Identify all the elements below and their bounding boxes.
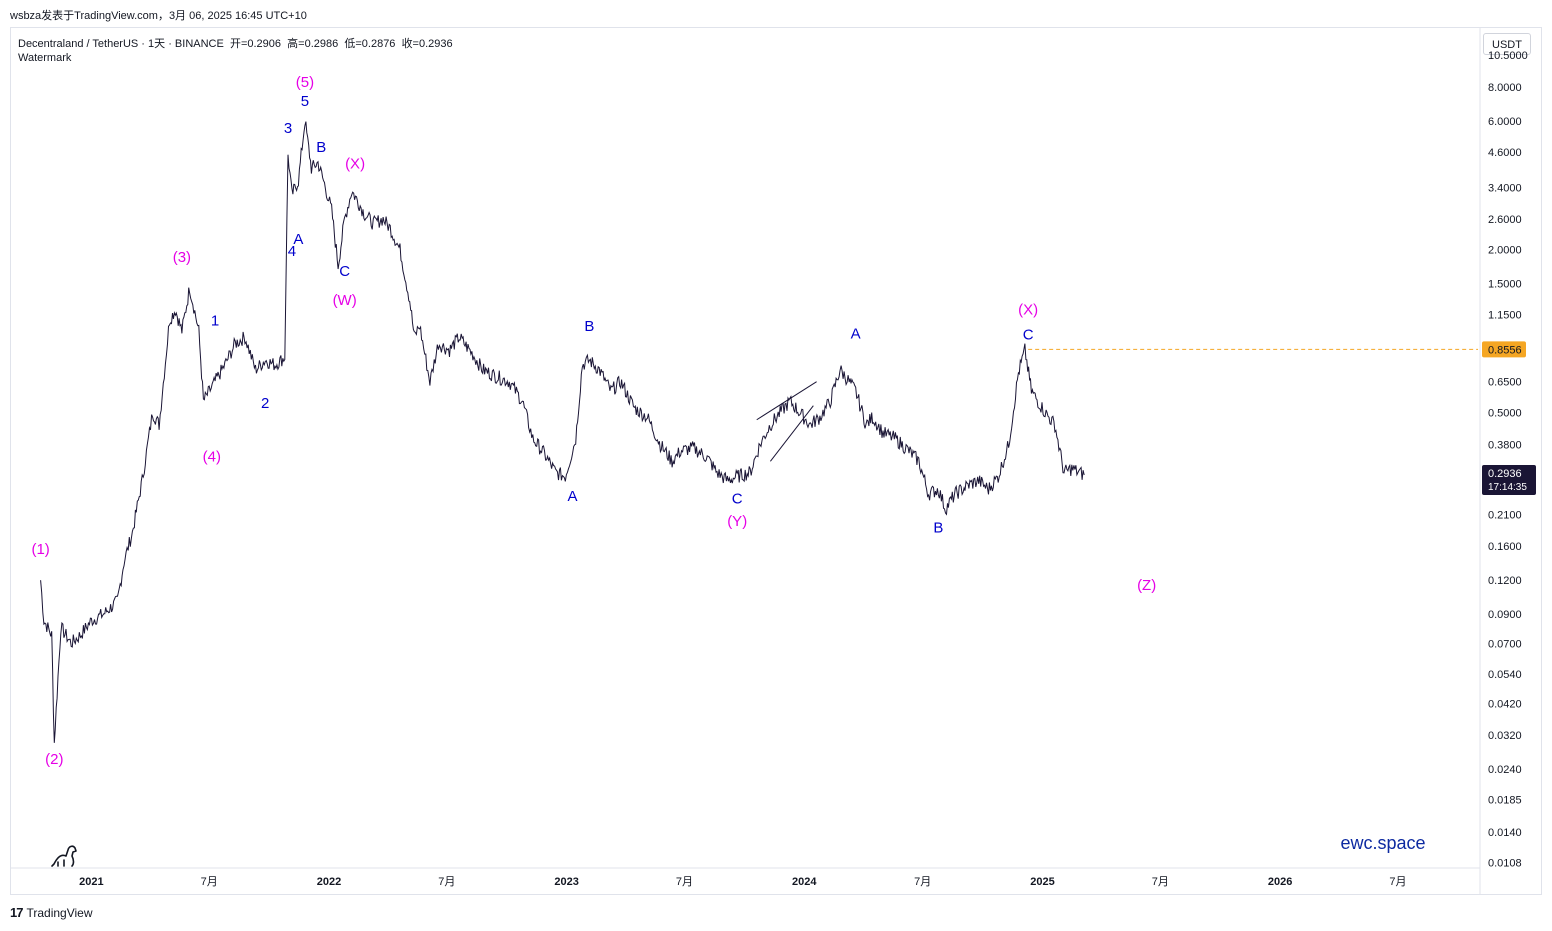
price-tick-label: 0.0140 <box>1488 827 1522 839</box>
dino-icon[interactable] <box>51 845 77 867</box>
wave-label[interactable]: 5 <box>301 93 309 110</box>
wave-label[interactable]: (5) <box>296 74 314 91</box>
price-tick-label: 0.5000 <box>1488 407 1522 419</box>
time-tick-label: 2024 <box>792 876 817 888</box>
time-tick-label: 7月 <box>676 876 693 888</box>
wedge-upper-line[interactable] <box>756 381 817 421</box>
last-price-badge <box>1482 464 1536 495</box>
wave-label[interactable]: (Z) <box>1137 577 1156 594</box>
wave-label[interactable]: (W) <box>333 292 357 309</box>
level-price-text: 0.8556 <box>1488 344 1522 356</box>
watermark-label: Watermark <box>18 52 72 64</box>
wave-label[interactable]: C <box>1023 327 1034 344</box>
time-tick-label: 2022 <box>317 876 341 888</box>
tradingview-logo-icon: 17 <box>10 905 24 920</box>
wave-label[interactable]: (2) <box>45 751 63 768</box>
time-axis[interactable]: 2021 7月 2022 7月 2023 7月 2024 7月 2025 7月 2026 7月 <box>79 876 1406 888</box>
wave-label[interactable]: 3 <box>284 120 292 137</box>
price-tick-label: 0.0240 <box>1488 764 1522 776</box>
price-tick-label: 1.5000 <box>1488 279 1522 291</box>
price-line <box>40 121 1085 743</box>
time-tick-label: 7月 <box>914 876 931 888</box>
price-tick-label: 0.3800 <box>1488 440 1522 452</box>
symbol-info: Decentraland / TetherUS · 1天 · BINANCE 开… <box>18 35 453 51</box>
time-tick-label: 7月 <box>438 876 455 888</box>
ohlc-high: 高=0.2986 <box>287 38 339 50</box>
wave-label[interactable]: (4) <box>203 448 221 465</box>
time-tick-label: 7月 <box>201 876 218 888</box>
ohlc-open: 开=0.2906 <box>229 38 282 50</box>
time-tick-label: 2026 <box>1268 876 1292 888</box>
price-tick-label: 0.0900 <box>1488 609 1522 621</box>
wave-label[interactable]: B <box>933 519 943 536</box>
countdown-text: 17:14:35 <box>1488 482 1527 493</box>
wave-label[interactable]: B <box>584 318 594 335</box>
price-tick-label: 0.2100 <box>1488 509 1522 521</box>
wedge-drawing[interactable] <box>756 381 817 462</box>
price-tick-label: 0.0108 <box>1488 858 1522 870</box>
price-tick-label: 0.1200 <box>1488 575 1522 587</box>
wave-label[interactable]: A <box>851 325 861 342</box>
price-tick-label: 0.1600 <box>1488 541 1522 553</box>
time-tick-label: 2021 <box>79 876 103 888</box>
price-tick-label: 4.6000 <box>1488 147 1522 159</box>
ohlc-close: 收=0.2936 <box>401 38 453 50</box>
wave-label[interactable]: (X) <box>345 155 365 172</box>
price-tick-label: 1.1500 <box>1488 310 1522 322</box>
wave-label[interactable]: (1) <box>31 541 49 558</box>
price-tick-label: 0.6500 <box>1488 377 1522 389</box>
wave-label[interactable]: 2 <box>261 395 269 412</box>
price-tick-label: 0.0185 <box>1488 795 1522 807</box>
price-axis[interactable]: 10.5000 8.0000 6.0000 4.6000 3.4000 2.6000 2.0… <box>1488 50 1528 870</box>
price-tick-label: 3.4000 <box>1488 182 1522 194</box>
time-tick-label: 2023 <box>554 876 578 888</box>
price-tick-label: 0.0700 <box>1488 638 1522 650</box>
price-tick-label: 8.0000 <box>1488 82 1522 94</box>
ohlc-low: 低=0.2876 <box>344 38 396 50</box>
wave-label[interactable]: 4 <box>288 243 296 260</box>
price-tick-label: 2.0000 <box>1488 245 1522 257</box>
currency-selector[interactable]: USDT <box>1483 33 1531 55</box>
time-tick-label: 2025 <box>1030 876 1054 888</box>
wave-label[interactable]: A <box>567 488 577 505</box>
price-tick-label: 0.0320 <box>1488 730 1522 742</box>
last-price-text: 0.2936 <box>1488 468 1522 480</box>
price-tick-label: 6.0000 <box>1488 116 1522 128</box>
level-price-badge <box>1482 341 1526 358</box>
wave-label[interactable]: A <box>293 231 303 248</box>
site-watermark: ewc.space <box>1340 833 1425 853</box>
publish-header: wsbza发表于TradingView.com，3月 06, 2025 16:4… <box>10 10 307 22</box>
symbol-name[interactable]: Decentraland / TetherUS · 1天 · BINANCE <box>18 38 224 50</box>
price-badges: 0.8556 0.2936 17:14:35 <box>1482 341 1536 495</box>
wave-label[interactable]: C <box>732 491 743 508</box>
time-tick-label: 7月 <box>1389 876 1406 888</box>
chart-frame[interactable] <box>10 27 1542 895</box>
time-tick-label: 7月 <box>1152 876 1169 888</box>
footer-branding[interactable]: 17 TradingView <box>10 905 93 920</box>
wedge-lower-line[interactable] <box>769 405 814 462</box>
footer-text: TradingView <box>26 905 93 920</box>
wave-label[interactable]: 1 <box>211 312 219 329</box>
price-tick-label: 0.0540 <box>1488 669 1522 681</box>
wave-label[interactable]: (Y) <box>727 513 747 530</box>
wave-label[interactable]: B <box>316 139 326 156</box>
wave-label[interactable]: (X) <box>1018 302 1038 319</box>
price-series <box>40 121 1085 743</box>
wave-label[interactable]: (3) <box>173 249 191 266</box>
price-tick-label: 10.5000 <box>1488 50 1528 62</box>
price-tick-label: 2.6000 <box>1488 214 1522 226</box>
price-tick-label: 0.0420 <box>1488 698 1522 710</box>
wave-label[interactable]: C <box>339 263 350 280</box>
